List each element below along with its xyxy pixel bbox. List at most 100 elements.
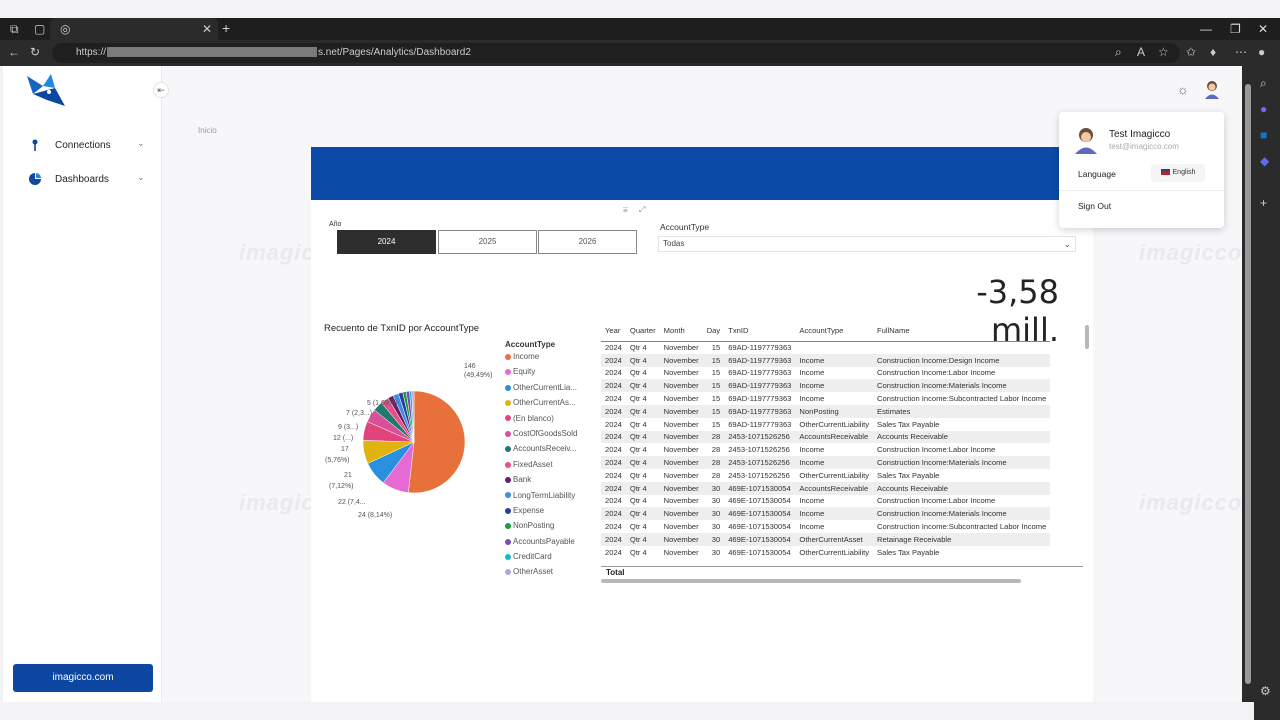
- table-cell: 2024: [605, 496, 622, 506]
- breadcrumb[interactable]: Inicio: [198, 126, 217, 135]
- account-type-slicer-label: AccountType: [660, 222, 710, 232]
- table-vertical-scrollbar[interactable]: [1085, 325, 1089, 349]
- url-field[interactable]: https:// s.net/Pages/Analytics/Dashboard2: [52, 43, 1180, 63]
- transactions-table[interactable]: Year Quarter Month Day TxnID AccountType FullN…: [601, 321, 1083, 591]
- table-row[interactable]: 2024 Qtr 4 November 15 69AD-1197779363 OtherC…: [601, 418, 1050, 431]
- legend-item[interactable]: OtherCurrentAs...: [505, 398, 595, 413]
- legend-item[interactable]: NonPosting: [505, 521, 595, 536]
- restore-icon[interactable]: ❐: [1230, 22, 1241, 36]
- legend-item[interactable]: AccountsReceiv...: [505, 444, 595, 459]
- chevron-down-icon: ⌄: [137, 172, 145, 182]
- table-row[interactable]: 2024 Qtr 4 November 28 2453-1071526256 OtherC…: [601, 469, 1050, 482]
- refresh-icon[interactable]: ↻: [30, 45, 41, 59]
- focus-mode-icon[interactable]: ⤢: [639, 205, 646, 214]
- legend-item[interactable]: CreditCard: [505, 552, 595, 567]
- theme-toggle-icon[interactable]: ☼: [1177, 82, 1189, 97]
- user-avatar[interactable]: [1203, 79, 1221, 99]
- legend-item[interactable]: CostOfGoodsSold: [505, 429, 595, 444]
- legend-item[interactable]: (En blanco): [505, 414, 595, 429]
- read-aloud-icon[interactable]: A: [1137, 45, 1146, 59]
- column-header[interactable]: TxnID: [724, 321, 796, 342]
- language-label: Language: [1078, 169, 1116, 179]
- table-cell: Construction Income:Materials Income: [873, 456, 1051, 469]
- language-selector[interactable]: English: [1151, 164, 1205, 182]
- year-option-2024[interactable]: 2024: [337, 230, 436, 254]
- year-option-2026[interactable]: 2026: [538, 230, 637, 254]
- table-row[interactable]: 2024 Qtr 4 November 28 2453-1071526256 Income…: [601, 456, 1051, 469]
- favorites-icon[interactable]: ✩: [1186, 45, 1197, 59]
- copilot-app-icon[interactable]: ●: [1260, 102, 1268, 116]
- extension-icon[interactable]: ♦: [1210, 45, 1217, 59]
- teams-icon[interactable]: ◆: [1260, 154, 1270, 168]
- table-cell: Estimates: [873, 404, 1051, 418]
- back-icon[interactable]: ←: [8, 45, 20, 59]
- table-row[interactable]: 2024 Qtr 4 November 15 69AD-1197779363 Income…: [601, 353, 1051, 367]
- new-tab-icon[interactable]: +: [222, 20, 231, 36]
- table-row[interactable]: 2024 Qtr 4 November 15 69AD-1197779363: [601, 341, 1050, 354]
- table-row[interactable]: 2024 Qtr 4 November 30 469E-1071530054 Income…: [601, 520, 1050, 533]
- legend-label: Bank: [513, 475, 532, 485]
- table-horizontal-scrollbar[interactable]: [601, 579, 1021, 583]
- legend-item[interactable]: Expense: [505, 506, 595, 521]
- close-window-icon[interactable]: ✕: [1258, 22, 1269, 36]
- browser-tab[interactable]: ◎ ✕: [50, 18, 218, 40]
- legend-item[interactable]: OtherCurrentLia...: [505, 383, 595, 398]
- minimize-icon[interactable]: —: [1200, 22, 1212, 36]
- data-label: (7,12%): [329, 483, 354, 490]
- sign-out-button[interactable]: Sign Out: [1078, 201, 1112, 211]
- outlook-icon[interactable]: ■: [1260, 128, 1268, 142]
- sidebar-item-connections[interactable]: Connections ⌄: [29, 137, 149, 155]
- favorite-icon[interactable]: ☆: [1158, 45, 1169, 59]
- account-type-dropdown[interactable]: Todas ⌄: [658, 236, 1076, 252]
- copilot-icon[interactable]: ●: [1258, 45, 1266, 59]
- table-row[interactable]: 2024 Qtr 4 November 30 469E-1071530054 Accoun…: [601, 481, 1051, 495]
- table-row[interactable]: 2024 Qtr 4 November 30 469E-1071530054 Income…: [601, 495, 1050, 508]
- table-cell: Qtr 4: [629, 368, 647, 378]
- legend-item[interactable]: Bank: [505, 475, 595, 490]
- legend-label: LongTermLiability: [513, 490, 576, 500]
- legend-item[interactable]: Income: [505, 352, 595, 367]
- column-header[interactable]: Day: [702, 321, 725, 342]
- column-header[interactable]: FullName: [873, 321, 1051, 342]
- pie-slice[interactable]: [408, 390, 466, 494]
- column-header[interactable]: Year: [601, 321, 626, 342]
- site-link-button[interactable]: imagicco.com: [13, 664, 153, 692]
- sidebar-item-dashboards[interactable]: Dashboards ⌄: [29, 171, 149, 189]
- zoom-icon[interactable]: ⌕: [1115, 45, 1122, 59]
- legend-item[interactable]: Equity: [505, 367, 595, 382]
- collapse-sidebar-button[interactable]: ⇤: [153, 82, 169, 98]
- settings-icon[interactable]: ⚙: [1260, 684, 1271, 698]
- pie-slice[interactable]: [411, 390, 415, 443]
- legend-item[interactable]: FixedAsset: [505, 460, 595, 475]
- table-cell: Construction Income:Labor Income: [877, 445, 996, 455]
- column-header[interactable]: Quarter: [625, 321, 660, 342]
- table-row[interactable]: 2024 Qtr 4 November 30 469E-1071530054 Income…: [601, 507, 1051, 521]
- table-cell: 15: [702, 404, 725, 418]
- table-row[interactable]: 2024 Qtr 4 November 28 2453-1071526256 Income…: [601, 443, 1050, 456]
- table-row[interactable]: 2024 Qtr 4 November 28 2453-1071526256 Accoun…: [601, 430, 1051, 444]
- table-row[interactable]: 2024 Qtr 4 November 30 469E-1071530054 OtherC…: [601, 532, 1051, 546]
- tab-actions-icon[interactable]: ▢: [34, 22, 46, 36]
- scrollbar-thumb[interactable]: [1245, 84, 1251, 684]
- search-icon[interactable]: ⌕: [1260, 76, 1267, 90]
- legend-item[interactable]: LongTermLiability: [505, 491, 595, 506]
- table-row[interactable]: 2024 Qtr 4 November 15 69AD-1197779363 NonPos…: [601, 404, 1051, 418]
- table-row[interactable]: 2024 Qtr 4 November 15 69AD-1197779363 Income…: [601, 367, 1050, 380]
- legend-item[interactable]: AccountsPayable: [505, 537, 595, 552]
- table-row[interactable]: 2024 Qtr 4 November 15 69AD-1197779363 Income…: [601, 392, 1050, 405]
- column-header[interactable]: AccountType: [795, 321, 874, 342]
- close-tab-icon[interactable]: ✕: [202, 22, 213, 36]
- add-app-icon[interactable]: +: [1260, 196, 1268, 210]
- legend-item[interactable]: OtherAsset: [505, 567, 595, 582]
- table-cell: 30: [711, 496, 721, 506]
- more-icon[interactable]: ⋯: [1235, 45, 1247, 59]
- pie-chart[interactable]: [311, 342, 503, 542]
- year-option-2025[interactable]: 2025: [438, 230, 537, 254]
- table-row[interactable]: 2024 Qtr 4 November 15 69AD-1197779363 Income…: [601, 379, 1051, 393]
- table-row[interactable]: 2024 Qtr 4 November 30 469E-1071530054 OtherC…: [601, 546, 1050, 559]
- workspaces-icon[interactable]: ⧉: [10, 22, 19, 36]
- filter-icon[interactable]: ⩸: [623, 205, 628, 214]
- chart-title: Recuento de TxnID por AccountType: [324, 323, 480, 334]
- page-scrollbar[interactable]: [1242, 66, 1254, 702]
- column-header[interactable]: Month: [659, 321, 703, 342]
